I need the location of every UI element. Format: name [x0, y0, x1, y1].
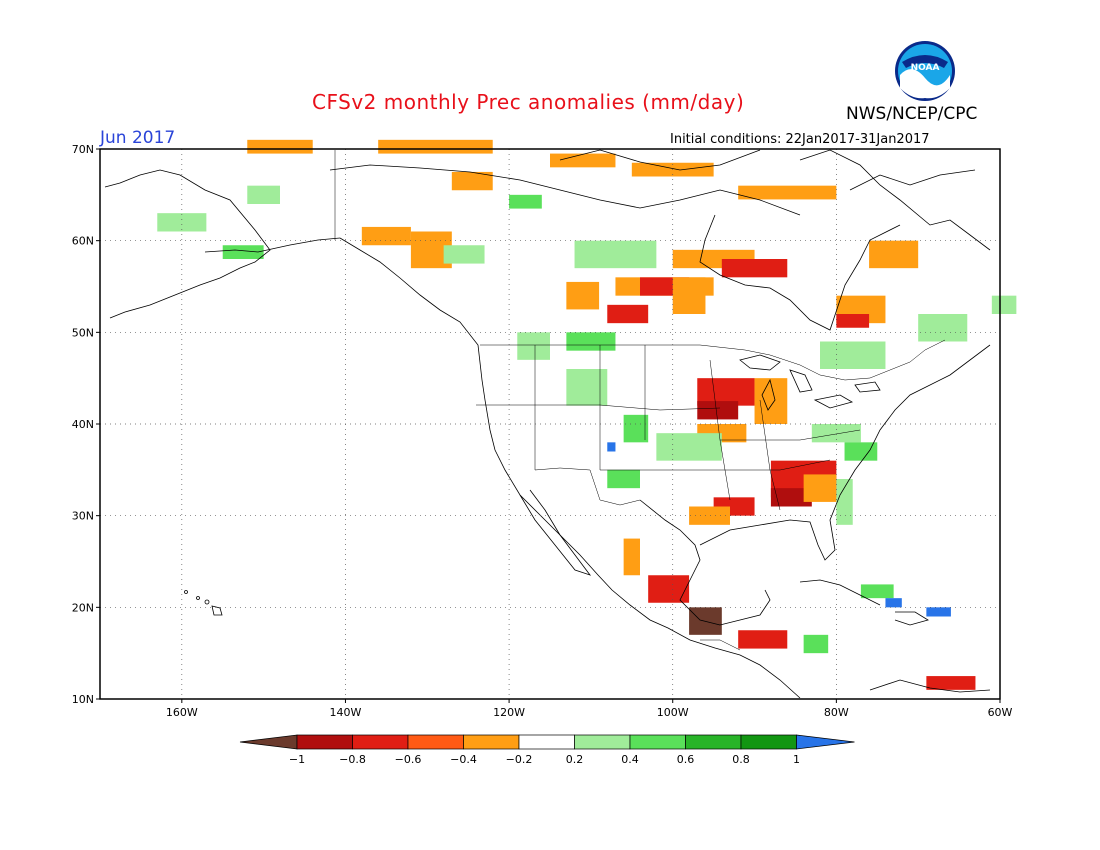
- valid-month: Jun 2017: [100, 128, 176, 148]
- anomaly-cell-wet0.6: [623, 414, 649, 443]
- political-borders: [334, 150, 946, 651]
- anomaly-cell-wet1: [926, 607, 951, 617]
- colorbar-swatch: [685, 734, 742, 750]
- colorbar-swatch: [629, 734, 686, 750]
- anomaly-cell-dry-0.4: [623, 538, 640, 576]
- colorbar-swatch: [296, 734, 353, 750]
- anomaly-cell-wet0.6: [803, 634, 829, 654]
- anomaly-cell-dry-0.6: [721, 259, 788, 278]
- longitude-labels: 160W 140W 120W 100W 80W 60W: [166, 699, 1013, 719]
- anomaly-cell-dry-0.6: [697, 378, 755, 406]
- anomaly-cell-wet0.6: [607, 469, 640, 489]
- anomaly-cell-wet1: [885, 598, 902, 608]
- colorbar-label: 0.6: [677, 753, 695, 766]
- coastlines: [104, 149, 991, 699]
- lon-label: 100W: [657, 706, 689, 719]
- anomaly-cell-wet0.6: [860, 584, 894, 599]
- anomaly-cell-wet0.4: [517, 332, 550, 360]
- initial-conditions: Initial conditions: 22Jan2017-31Jan2017: [670, 132, 930, 147]
- anomaly-cell-wet0.4: [247, 185, 280, 204]
- lon-label: 160W: [166, 706, 198, 719]
- anomaly-cell-dry-0.6: [607, 304, 649, 324]
- anomaly-cell-dry-0.8: [770, 488, 812, 507]
- lat-label: 10N: [72, 693, 94, 706]
- colorbar-swatch: [352, 734, 409, 750]
- anomaly-cell-wet0.4: [574, 240, 657, 269]
- anomaly-cell-wet0.6: [222, 245, 264, 259]
- anomaly-cell-dry-0.6: [836, 314, 870, 328]
- anomaly-cell-wet0.4: [991, 295, 1017, 314]
- colorbar-arrow-low: [239, 734, 298, 750]
- anomaly-cell-dry-0.4: [451, 171, 493, 191]
- anomaly-cell-wet0.4: [820, 341, 886, 369]
- colorbar-label: 1: [793, 753, 800, 766]
- colorbar-label: 0.8: [732, 753, 750, 766]
- colorbar-label: 0.4: [621, 753, 639, 766]
- noaa-logo: NOAA: [895, 41, 955, 101]
- anomaly-cell-dry-0.4: [361, 226, 411, 246]
- anomaly-regions: [157, 139, 1017, 690]
- colorbar-label: −0.8: [339, 753, 366, 766]
- anomaly-cell-wet0.4: [918, 314, 968, 342]
- colorbar-label: −0.6: [395, 753, 422, 766]
- anomaly-cell-wet0.6: [566, 332, 616, 351]
- lon-label: 140W: [330, 706, 362, 719]
- anomaly-cell-dry-0.4: [689, 506, 730, 525]
- colorbar-label: −0.2: [506, 753, 533, 766]
- anomaly-cell-dry-0.4: [566, 281, 600, 310]
- lon-label: 60W: [988, 706, 1013, 719]
- lon-label: 120W: [493, 706, 525, 719]
- anomaly-cell-wet0.4: [157, 213, 207, 232]
- lat-label: 60N: [72, 235, 94, 248]
- anomaly-cell-dry-0.4: [672, 277, 706, 314]
- lon-label: 80W: [824, 706, 849, 719]
- lat-label: 30N: [72, 510, 94, 523]
- agency-label: NWS/NCEP/CPC: [846, 104, 978, 124]
- anomaly-cell-dry-0.4: [803, 474, 837, 502]
- lat-label: 70N: [72, 143, 94, 156]
- anomaly-cell-dry-0.4: [738, 185, 837, 200]
- anomaly-cell-wet1: [607, 442, 616, 452]
- anomaly-cell-dry-0.4: [247, 139, 313, 154]
- anomaly-cell-dry-0.8: [697, 401, 739, 420]
- anomaly-cell-dry-0.4: [869, 240, 919, 269]
- anomaly-cell-dry-0.6: [648, 575, 690, 603]
- colorbar-swatch: [463, 734, 520, 750]
- latitude-labels: 70N 60N 50N 40N 30N 20N 10N: [72, 143, 100, 706]
- anomaly-cell-dry-0.6: [738, 630, 788, 649]
- anomaly-cell-dry-0.4: [378, 139, 493, 154]
- anomaly-cell-dry-0.6: [926, 676, 976, 690]
- anomaly-cell-dry-0.4: [550, 153, 616, 168]
- anomaly-cell-wet0.6: [509, 194, 542, 209]
- colorbar-label: 0.2: [566, 753, 584, 766]
- colorbar-swatch: [518, 734, 575, 750]
- colorbar-swatch: [407, 734, 464, 750]
- colorbar-swatch: [574, 734, 631, 750]
- anomaly-cell-wet0.6: [844, 442, 878, 461]
- anomaly-cell-wet0.4: [443, 245, 485, 264]
- anomaly-cell-wet0.4: [836, 479, 853, 525]
- svg-text:NOAA: NOAA: [911, 63, 940, 73]
- colorbar-swatch: [740, 734, 797, 750]
- colorbar-label: −1: [289, 753, 305, 766]
- lat-label: 50N: [72, 326, 94, 339]
- lat-label: 40N: [72, 418, 94, 431]
- anomaly-cell-wet0.4: [566, 369, 608, 406]
- chart-title: CFSv2 monthly Prec anomalies (mm/day): [312, 90, 745, 114]
- colorbar-label: −0.4: [450, 753, 477, 766]
- anomaly-cell-wet0.4: [811, 424, 861, 443]
- anomaly-cell-wet0.4: [656, 433, 722, 461]
- lat-label: 20N: [72, 601, 94, 614]
- lat-lon-grid: [100, 149, 1000, 699]
- colorbar-arrow-high: [796, 734, 855, 750]
